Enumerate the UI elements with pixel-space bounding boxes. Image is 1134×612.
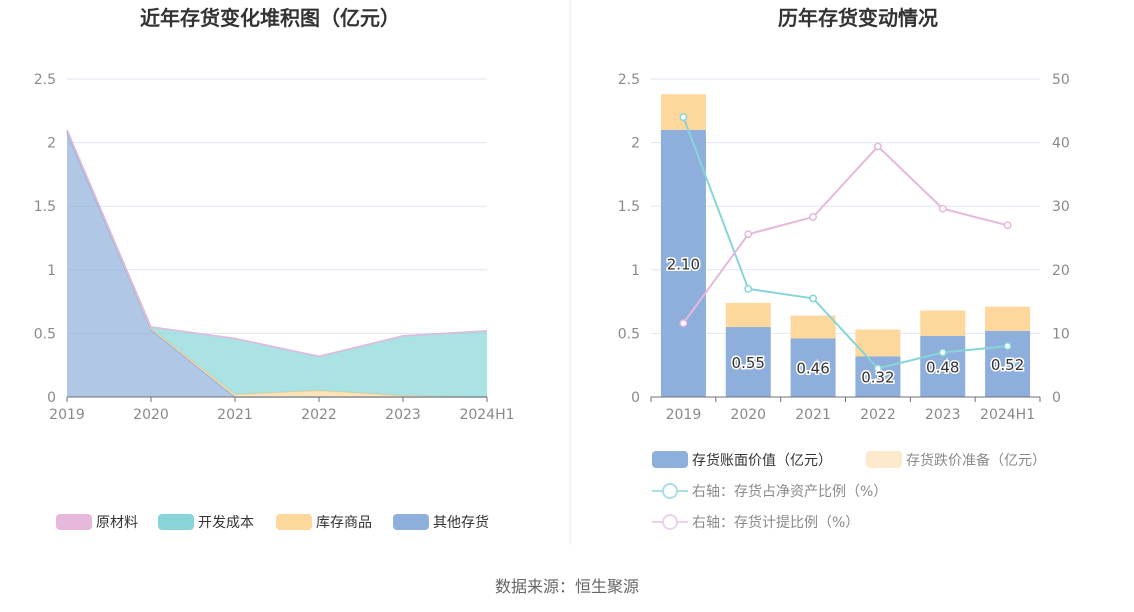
bar-impairment-provision <box>920 310 966 336</box>
right-legend-marker <box>662 483 678 499</box>
bar-impairment-provision <box>985 306 1031 331</box>
right-legend-swatch <box>652 451 688 468</box>
right-y-axis-left: 0 0.5 1 1.5 2 2.5 <box>618 72 640 406</box>
right-legend-label: 右轴：存货计提比例（%） <box>692 514 859 531</box>
line-point-0 <box>1003 342 1012 351</box>
left-legend-label: 开发成本 <box>198 515 254 531</box>
left-x-tick-label: 2021 <box>217 407 253 423</box>
bar-book-value <box>855 356 901 397</box>
left-y-axis: 0 0.5 1 1.5 2 2.5 <box>34 72 56 406</box>
right-y2-tick-label: 10 <box>1052 326 1070 342</box>
right-legend-label: 右轴：存货占净资产比例（%） <box>692 483 887 500</box>
right-chart: 历年存货变动情况 2.10 0.55 0.46 0.32 0.48 0.52 0 0.5 1 1… <box>618 6 1070 531</box>
left-legend: 原材料 开发成本 库存商品 其他存货 <box>56 514 489 531</box>
left-legend-swatch <box>56 514 92 530</box>
left-x-tick-label: 2024H1 <box>459 407 514 423</box>
left-chart-title: 近年存货变化堆积图（亿元） <box>140 6 400 30</box>
left-area-line-0 <box>66 129 488 358</box>
bar-book-value <box>790 338 836 397</box>
bar-value-label: 0.55 <box>732 354 765 372</box>
right-bar-series <box>660 94 1031 397</box>
line-series-1 <box>682 144 1008 324</box>
right-y2-tick-label: 50 <box>1052 72 1070 88</box>
left-legend-swatch <box>158 514 194 530</box>
right-y-tick-label: 0.5 <box>618 326 640 342</box>
right-y2-tick-label: 30 <box>1052 199 1070 215</box>
bar-book-value <box>725 327 771 397</box>
line-series-0 <box>682 116 1008 370</box>
right-grid <box>651 78 1040 334</box>
right-legend-swatch <box>866 451 902 468</box>
right-legend-label: 存货账面价值（亿元） <box>692 452 832 469</box>
right-y-tick-label: 2 <box>631 136 640 152</box>
bar-book-value <box>920 335 966 397</box>
left-x-tick-label: 2022 <box>301 407 337 423</box>
left-area-3 <box>67 132 487 397</box>
left-legend-label: 原材料 <box>96 515 138 531</box>
left-legend-swatch <box>276 514 312 530</box>
left-legend-label: 库存商品 <box>316 515 372 531</box>
right-legend-label: 存货跌价准备（亿元） <box>906 452 1046 469</box>
line-point-1 <box>809 213 818 221</box>
bar-value-label: 0.52 <box>991 356 1024 374</box>
left-grid <box>67 78 487 334</box>
line-point-0 <box>873 364 882 373</box>
line-point-1 <box>873 142 882 151</box>
left-x-tick-label: 2023 <box>385 407 421 423</box>
right-x-tick-label: 2020 <box>730 407 766 423</box>
right-y2-tick-label: 20 <box>1052 263 1070 279</box>
left-legend-swatch <box>393 514 429 530</box>
right-x-tick-label: 2024H1 <box>980 407 1035 423</box>
right-x-tick-label: 2022 <box>860 407 896 423</box>
line-point-0 <box>679 113 688 122</box>
left-legend-label: 其他存货 <box>433 514 489 531</box>
left-y-tick-label: 1 <box>47 263 56 279</box>
line-point-0 <box>744 284 753 293</box>
right-y-tick-label: 2.5 <box>618 72 640 88</box>
bar-book-value <box>660 129 706 397</box>
left-area-series <box>66 129 488 398</box>
line-point-1 <box>679 319 688 328</box>
bar-book-value <box>985 330 1031 397</box>
right-x-tick-label: 2021 <box>795 407 831 423</box>
data-source-note: 数据来源：恒生聚源 <box>495 577 639 596</box>
left-x-axis: 2019 2020 2021 2022 2023 2024H1 <box>49 396 515 423</box>
bar-impairment-provision <box>725 302 771 328</box>
left-y-tick-label: 2 <box>47 136 56 152</box>
line-point-1 <box>938 204 947 213</box>
line-point-1 <box>1003 221 1012 230</box>
left-y-tick-label: 2.5 <box>34 72 56 88</box>
right-line-series <box>679 113 1012 373</box>
right-y-axis-right: 0 10 20 30 40 50 <box>1052 72 1070 406</box>
right-bar-labels: 2.10 0.55 0.46 0.32 0.48 0.52 <box>665 254 1026 388</box>
right-x-axis: 2019 2020 2021 2022 2023 2024H1 <box>650 396 1041 423</box>
left-x-tick-label: 2019 <box>49 407 85 423</box>
right-y-tick-label: 1.5 <box>618 199 640 215</box>
bar-value-label: 2.10 <box>667 255 700 273</box>
bar-impairment-provision <box>790 315 836 339</box>
right-x-tick-label: 2019 <box>666 407 702 423</box>
left-y-tick-label: 1.5 <box>34 199 56 215</box>
left-x-tick-label: 2020 <box>133 407 169 423</box>
right-legend-marker <box>662 514 678 530</box>
right-legend: 存货账面价值（亿元） 存货跌价准备（亿元） 右轴：存货占净资产比例（%） 右轴：存货计… <box>652 451 1046 531</box>
left-y-tick-label: 0.5 <box>34 326 56 342</box>
right-y-tick-label: 1 <box>631 263 640 279</box>
right-x-tick-label: 2023 <box>925 407 961 423</box>
line-point-0 <box>809 294 818 303</box>
right-y-tick-label: 0 <box>631 390 640 406</box>
bar-value-label: 0.46 <box>796 360 829 378</box>
line-point-1 <box>744 230 753 239</box>
left-y-tick-label: 0 <box>47 390 56 406</box>
right-y2-tick-label: 40 <box>1052 136 1070 152</box>
right-chart-title: 历年存货变动情况 <box>778 6 938 30</box>
line-point-0 <box>938 348 947 357</box>
bar-impairment-provision <box>660 94 706 130</box>
bar-value-label: 0.32 <box>861 369 894 387</box>
right-y2-tick-label: 0 <box>1052 390 1061 406</box>
left-chart: 近年存货变化堆积图（亿元） 00.511.522.5 2019 2020 2021 2… <box>34 6 515 531</box>
bar-value-label: 0.48 <box>926 358 959 376</box>
